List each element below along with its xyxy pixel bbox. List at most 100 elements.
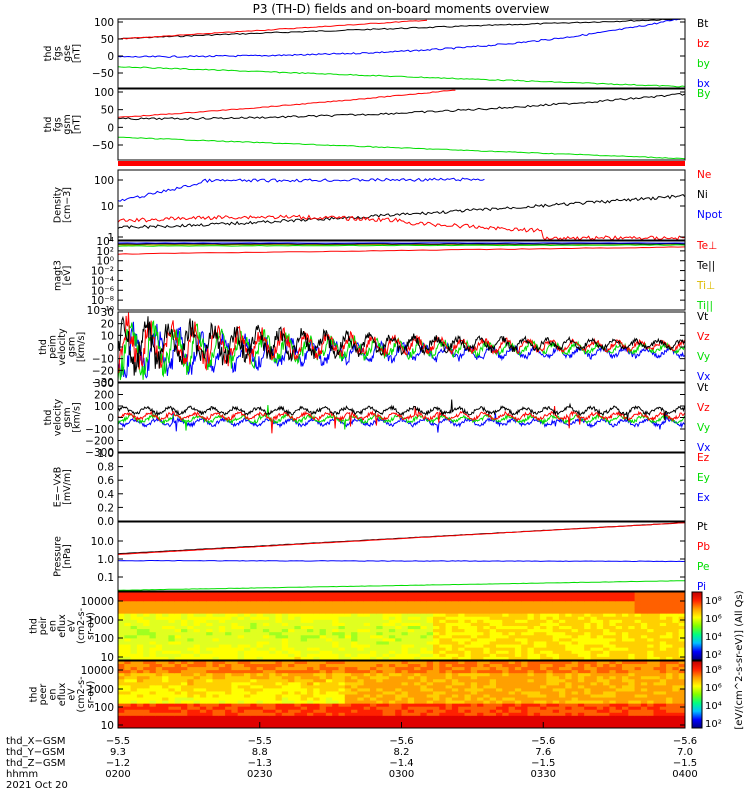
spectrogram-cell <box>388 694 396 699</box>
spectrogram-cell <box>634 694 642 699</box>
spectrogram-cell <box>136 647 144 652</box>
spectrogram-cell <box>407 650 415 655</box>
spectrogram-cell <box>426 685 434 690</box>
spectrogram-cell <box>319 592 327 596</box>
spectrogram-cell <box>565 650 573 655</box>
spectrogram-cell <box>445 691 453 696</box>
spectrogram-cell <box>401 601 409 605</box>
spectrogram-cell <box>615 673 623 677</box>
spectrogram-cell <box>552 664 560 668</box>
spectrogram-cell <box>332 610 340 615</box>
spectrogram-cell <box>168 724 176 728</box>
spectrogram-cell <box>244 697 251 702</box>
spectrogram-cell <box>244 626 251 630</box>
spectrogram-cell <box>565 638 573 643</box>
spectrogram-cell <box>439 598 447 602</box>
spectrogram-cell <box>193 632 201 636</box>
spectrogram-cell <box>640 644 648 649</box>
spectrogram-cell <box>118 679 125 683</box>
spectrogram-cell <box>533 673 541 677</box>
spectrogram-cell <box>496 694 503 699</box>
spectrogram-cell <box>439 673 447 677</box>
spectrogram-cell <box>609 661 617 665</box>
spectrogram-cell <box>143 709 151 714</box>
spectrogram-cell <box>559 688 566 693</box>
spectrogram-cell <box>571 715 579 720</box>
spectrogram-cell <box>521 650 529 655</box>
spectrogram-cell <box>344 622 352 627</box>
spectrogram-cell <box>206 688 214 693</box>
spectrogram-cell <box>269 601 277 605</box>
spectrogram-cell <box>187 706 195 711</box>
spectrogram-cell <box>206 616 214 621</box>
spectrogram-cell <box>634 601 642 605</box>
y-axis-label-line: gsm <box>67 337 78 357</box>
spectrogram-cell <box>300 685 308 690</box>
spectrogram-cell <box>622 647 629 652</box>
spectrogram-cell <box>666 688 673 693</box>
spectrogram-cell <box>565 700 573 705</box>
spectrogram-cell <box>149 629 157 633</box>
spectrogram-cell <box>124 715 132 720</box>
spectrogram-cell <box>439 647 447 652</box>
spectrogram-cell <box>426 632 434 636</box>
x-tick-label: 0300 <box>389 769 414 780</box>
spectrogram-cell <box>218 709 226 714</box>
spectrogram-cell <box>357 604 365 609</box>
spectrogram-cell <box>313 595 321 599</box>
spectrogram-cell <box>672 647 680 652</box>
spectrogram-cell <box>647 712 655 717</box>
spectrogram-cell <box>300 673 308 677</box>
spectrogram-cell <box>344 667 352 671</box>
spectrogram-cell <box>363 691 371 696</box>
spectrogram-cell <box>502 718 510 723</box>
spectrogram-cell <box>319 607 327 612</box>
spectrogram-cell <box>489 647 497 652</box>
spectrogram-cell <box>584 613 592 618</box>
spectrogram-cell <box>540 706 547 711</box>
spectrogram-cell <box>313 685 321 690</box>
spectrogram-cell <box>231 616 239 621</box>
spectrogram-cell <box>672 676 680 680</box>
spectrogram-cell <box>124 632 132 636</box>
spectrogram-cell <box>288 661 295 665</box>
spectrogram-cell <box>552 706 560 711</box>
spectrogram-cell <box>603 685 610 690</box>
spectrogram-cell <box>206 629 214 633</box>
spectrogram-cell <box>407 667 415 671</box>
spectrogram-cell <box>155 647 163 652</box>
spectrogram-cell <box>130 656 138 660</box>
spectrogram-cell <box>590 641 598 646</box>
spectrogram-cell <box>344 718 352 723</box>
spectrogram-cell <box>193 712 201 717</box>
spectrogram-cell <box>546 679 554 683</box>
spectrogram-cell <box>401 604 409 609</box>
spectrogram-cell <box>571 647 579 652</box>
spectrogram-cell <box>300 724 308 728</box>
plot-area <box>118 399 685 434</box>
spectrogram-cell <box>647 724 655 728</box>
y-axis-label: Density[cm−3] <box>52 187 73 223</box>
spectrogram-cell <box>187 718 195 723</box>
spectrogram-cell <box>527 673 535 677</box>
spectrogram-cell <box>206 685 214 690</box>
spectrogram-cell <box>426 718 434 723</box>
spectrogram-cell <box>118 664 125 668</box>
spectrogram-cell <box>653 703 661 708</box>
spectrogram-cell <box>136 595 144 599</box>
spectrogram-cell <box>181 697 188 702</box>
spectrogram-cell <box>426 697 434 702</box>
spectrogram-cell <box>395 664 403 668</box>
spectrogram-cell <box>470 661 478 665</box>
spectrogram-cell <box>136 691 144 696</box>
density-status-bar <box>118 161 685 166</box>
y-axis-label-line: [nT] <box>71 44 82 63</box>
spectrogram-cell <box>678 632 685 636</box>
spectrogram-cell <box>533 718 541 723</box>
spectrogram-cell <box>143 607 151 612</box>
spectrogram-cell <box>603 724 610 728</box>
spectrogram-cell <box>357 635 365 639</box>
spectrogram-cell <box>640 632 648 636</box>
spectrogram-cell <box>370 613 377 618</box>
spectrogram-cell <box>666 694 673 699</box>
